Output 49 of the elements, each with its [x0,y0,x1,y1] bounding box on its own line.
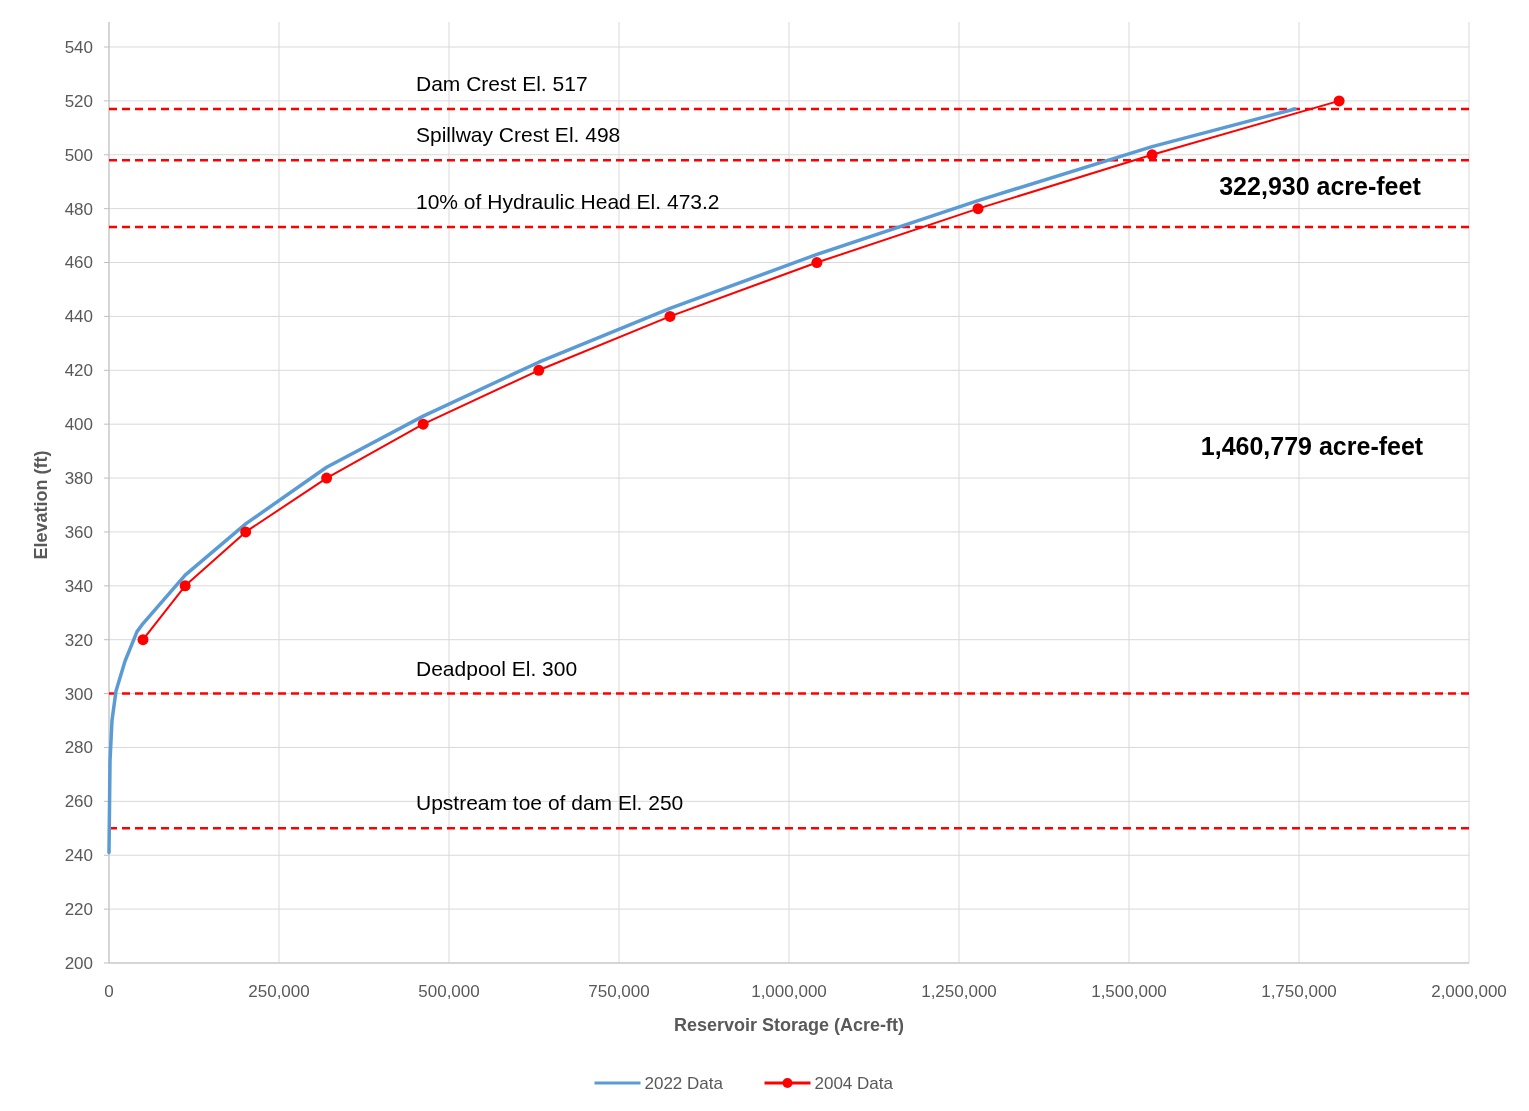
y-tick-label: 400 [64,415,93,435]
y-tick-label: 460 [64,253,93,273]
annotation: 1,460,779 acre-feet [1200,431,1424,460]
point [321,472,333,484]
ref-line-label: 10% of Hydraulic Head El. 473.2 [416,189,720,213]
y-tick-label: 240 [64,846,93,866]
ref-line-label: Deadpool El. 300 [416,656,578,680]
y-tick-label: 260 [64,792,93,812]
y-tick-label: 480 [64,199,93,219]
y-tick-label: 200 [64,953,93,973]
ref-line-label: Spillway Crest El. 498 [416,123,621,147]
y-tick-label: 300 [64,684,93,704]
y-tick-label: 220 [64,900,93,920]
point [664,310,676,322]
y-tick-label: 520 [64,91,93,111]
y-tick-label: 440 [64,307,93,327]
point [137,634,149,646]
y-tick-label: 500 [64,145,93,165]
x-tick-label: 500,000 [418,982,480,1001]
x-tick-label: 250,000 [248,982,310,1001]
point [1333,95,1345,107]
x-tick-label: 1,000,000 [751,982,827,1001]
point [417,418,429,430]
annotation: 322,930 acre-feet [1219,171,1422,200]
x-tick-label: 0 [104,982,114,1001]
x-tick-label: 1,500,000 [1091,982,1167,1001]
x-tick-label: 750,000 [588,982,650,1001]
y-tick-label: 540 [64,37,93,57]
y-tick-label: 320 [64,630,93,650]
x-axis-title: Reservoir Storage (Acre-ft) [673,1015,905,1035]
point [240,526,252,538]
point [1146,149,1158,161]
legend-label: 2004 Data [814,1073,894,1093]
point [533,364,545,376]
x-tick-label: 1,250,000 [921,982,997,1001]
point [972,203,984,215]
y-tick-label: 340 [64,576,93,596]
point [811,257,823,269]
x-tick-label: 1,750,000 [1261,982,1337,1001]
point [179,580,191,592]
y-axis-title: Elevation (ft) [31,450,51,560]
y-tick-label: 360 [64,522,93,542]
y-tick-label: 420 [64,361,93,381]
ref-line-label: Upstream toe of dam El. 250 [416,791,684,815]
y-tick-label: 380 [64,469,93,489]
y-tick-label: 280 [64,738,93,758]
x-tick-label: 2,000,000 [1431,982,1507,1001]
legend-label: 2022 Data [644,1073,724,1093]
ref-line-label: Dam Crest El. 517 [416,71,588,95]
